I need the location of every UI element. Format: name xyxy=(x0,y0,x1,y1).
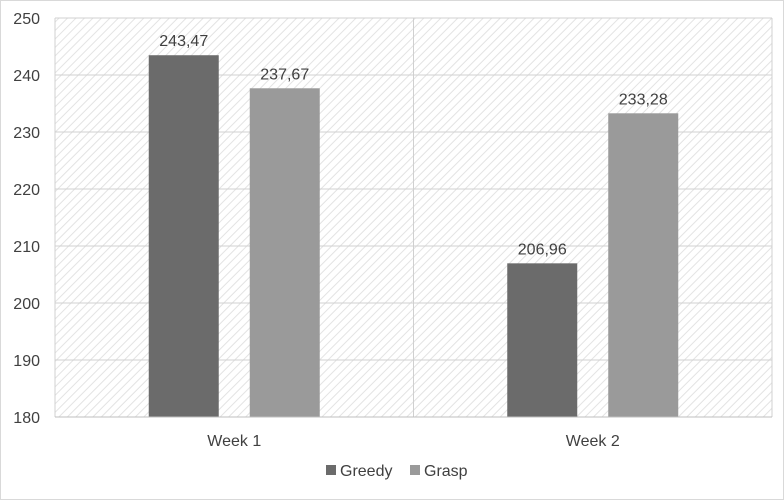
bars: 243,47 237,67 206,96 233,28 xyxy=(148,33,679,417)
data-label: 233,28 xyxy=(619,91,668,108)
x-axis: Week 1 Week 2 xyxy=(55,416,772,450)
legend-label: Greedy xyxy=(340,463,392,480)
legend: Greedy Grasp xyxy=(326,463,468,480)
legend-label: Grasp xyxy=(424,463,468,480)
y-axis: 180 190 200 210 220 230 240 250 xyxy=(13,11,40,427)
data-label: 237,67 xyxy=(260,66,309,83)
bar-grasp xyxy=(249,88,320,417)
bar-greedy xyxy=(148,55,219,417)
legend-swatch-greedy xyxy=(326,465,336,475)
legend-swatch-grasp xyxy=(410,465,420,475)
x-tick-label: Week 1 xyxy=(207,433,261,450)
y-tick-label: 200 xyxy=(13,296,40,313)
x-tick-label: Week 2 xyxy=(566,433,620,450)
y-tick-label: 180 xyxy=(13,410,40,427)
y-tick-label: 230 xyxy=(13,125,40,142)
y-tick-label: 250 xyxy=(13,11,40,28)
bar-grasp xyxy=(608,113,679,417)
data-label: 206,96 xyxy=(518,241,567,258)
data-label: 243,47 xyxy=(159,33,208,50)
y-tick-label: 190 xyxy=(13,353,40,370)
bar-greedy xyxy=(507,263,578,417)
y-tick-label: 220 xyxy=(13,182,40,199)
y-tick-label: 210 xyxy=(13,239,40,256)
y-tick-label: 240 xyxy=(13,68,40,85)
